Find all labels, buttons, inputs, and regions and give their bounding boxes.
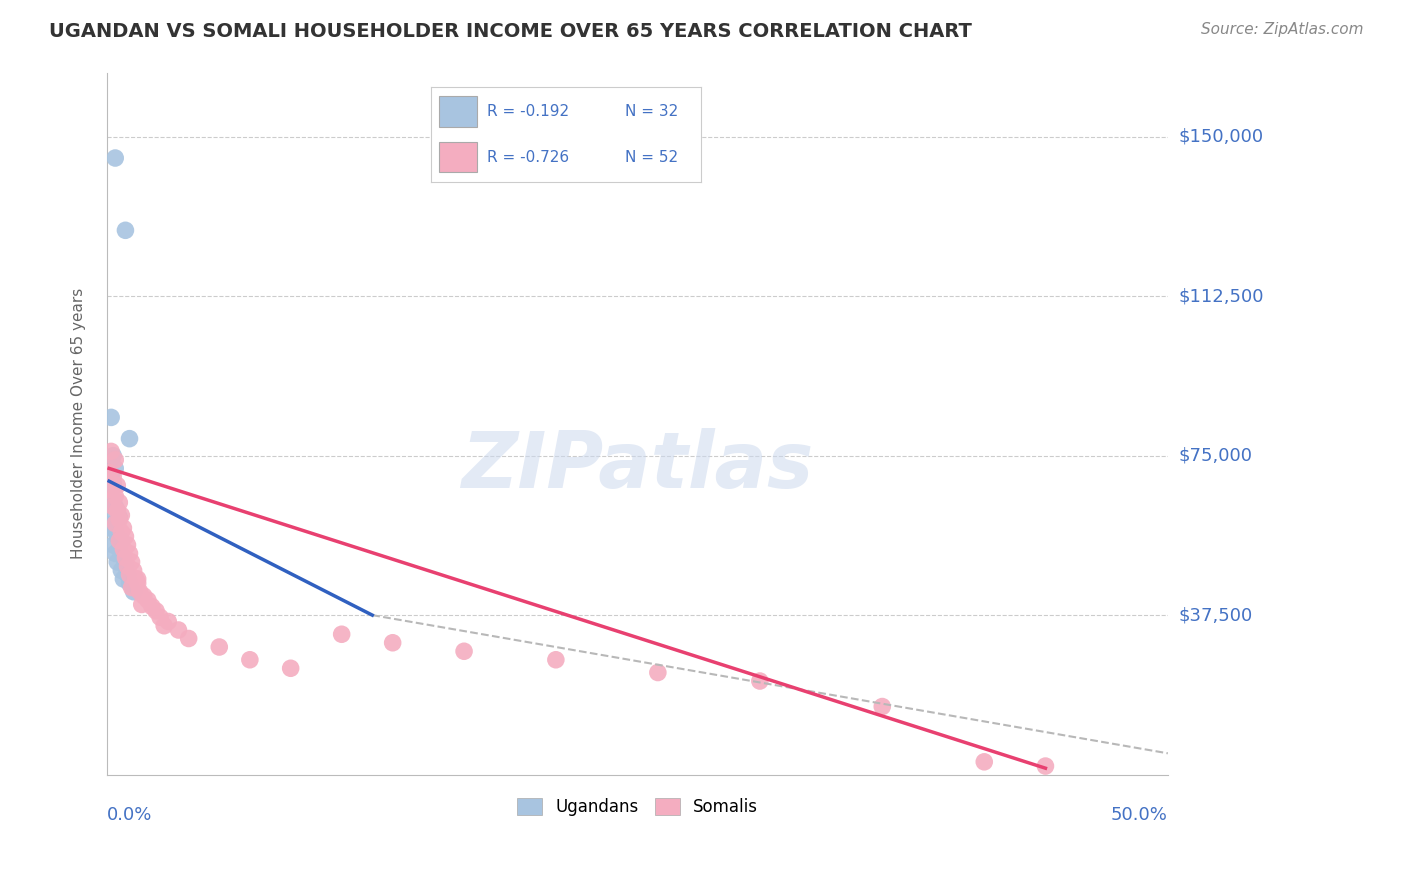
Text: $75,000: $75,000 [1180, 447, 1253, 465]
Point [103, 493, 125, 508]
Point [98, 457, 121, 471]
Point [104, 546, 127, 560]
Point [103, 470, 125, 484]
Point [104, 516, 127, 531]
Point [118, 567, 141, 582]
Point [98, 489, 121, 503]
Point [105, 529, 128, 543]
Legend: Ugandans, Somalis: Ugandans, Somalis [510, 791, 765, 822]
Point [100, 483, 122, 497]
Point [103, 476, 125, 491]
Point [177, 632, 200, 646]
Text: $112,500: $112,500 [1180, 287, 1264, 305]
Point [104, 523, 127, 537]
Point [98, 466, 121, 480]
Point [136, 593, 159, 607]
Point [108, 495, 131, 509]
Point [108, 542, 131, 557]
Point [127, 576, 149, 591]
Point [108, 510, 131, 524]
Point [157, 615, 180, 629]
Point [149, 610, 172, 624]
Point [153, 619, 176, 633]
Point [114, 529, 136, 543]
Point [124, 572, 146, 586]
Point [381, 636, 404, 650]
Point [104, 453, 127, 467]
Point [239, 653, 262, 667]
Point [112, 572, 135, 586]
Point [117, 567, 139, 582]
Text: ZIPatlas: ZIPatlas [461, 428, 814, 504]
Point [112, 521, 135, 535]
Point [112, 542, 135, 557]
Point [105, 555, 128, 569]
Y-axis label: Householder Income Over 65 years: Householder Income Over 65 years [72, 288, 86, 559]
Point [118, 576, 141, 591]
Text: $150,000: $150,000 [1180, 128, 1264, 145]
Text: 50.0%: 50.0% [1111, 806, 1168, 824]
Point [118, 546, 141, 560]
Point [114, 550, 136, 565]
Point [870, 699, 893, 714]
Point [100, 410, 122, 425]
Point [103, 449, 125, 463]
Point [132, 589, 155, 603]
Point [105, 478, 128, 492]
Point [114, 559, 136, 574]
Point [117, 559, 139, 574]
Point [748, 673, 770, 688]
Point [110, 525, 132, 540]
Point [131, 598, 153, 612]
Point [103, 516, 125, 531]
Text: 0.0%: 0.0% [107, 806, 152, 824]
Point [104, 461, 127, 475]
Point [330, 627, 353, 641]
Point [110, 533, 132, 548]
Point [104, 500, 127, 514]
Point [105, 504, 128, 518]
Point [104, 489, 127, 503]
Point [117, 538, 139, 552]
Point [544, 653, 567, 667]
Point [280, 661, 302, 675]
Point [104, 151, 127, 165]
Point [127, 572, 149, 586]
Point [100, 483, 122, 497]
Point [100, 508, 122, 523]
Point [973, 755, 995, 769]
Point [114, 223, 136, 237]
Text: $37,500: $37,500 [1180, 607, 1253, 624]
Point [121, 581, 143, 595]
Text: UGANDAN VS SOMALI HOUSEHOLDER INCOME OVER 65 YEARS CORRELATION CHART: UGANDAN VS SOMALI HOUSEHOLDER INCOME OVE… [49, 22, 972, 41]
Point [110, 508, 132, 523]
Point [108, 512, 131, 526]
Point [103, 538, 125, 552]
Point [145, 604, 167, 618]
Point [167, 623, 190, 637]
Point [1035, 759, 1057, 773]
Point [453, 644, 475, 658]
Point [100, 470, 122, 484]
Point [112, 550, 135, 565]
Point [105, 504, 128, 518]
Point [208, 640, 231, 654]
Point [98, 521, 121, 535]
Point [100, 444, 122, 458]
Point [121, 555, 143, 569]
Point [108, 533, 131, 548]
Point [122, 584, 145, 599]
Point [647, 665, 669, 680]
Text: Source: ZipAtlas.com: Source: ZipAtlas.com [1201, 22, 1364, 37]
Point [122, 564, 145, 578]
Point [128, 584, 150, 599]
Point [110, 564, 132, 578]
Point [118, 432, 141, 446]
Point [141, 599, 163, 614]
Point [103, 500, 125, 514]
